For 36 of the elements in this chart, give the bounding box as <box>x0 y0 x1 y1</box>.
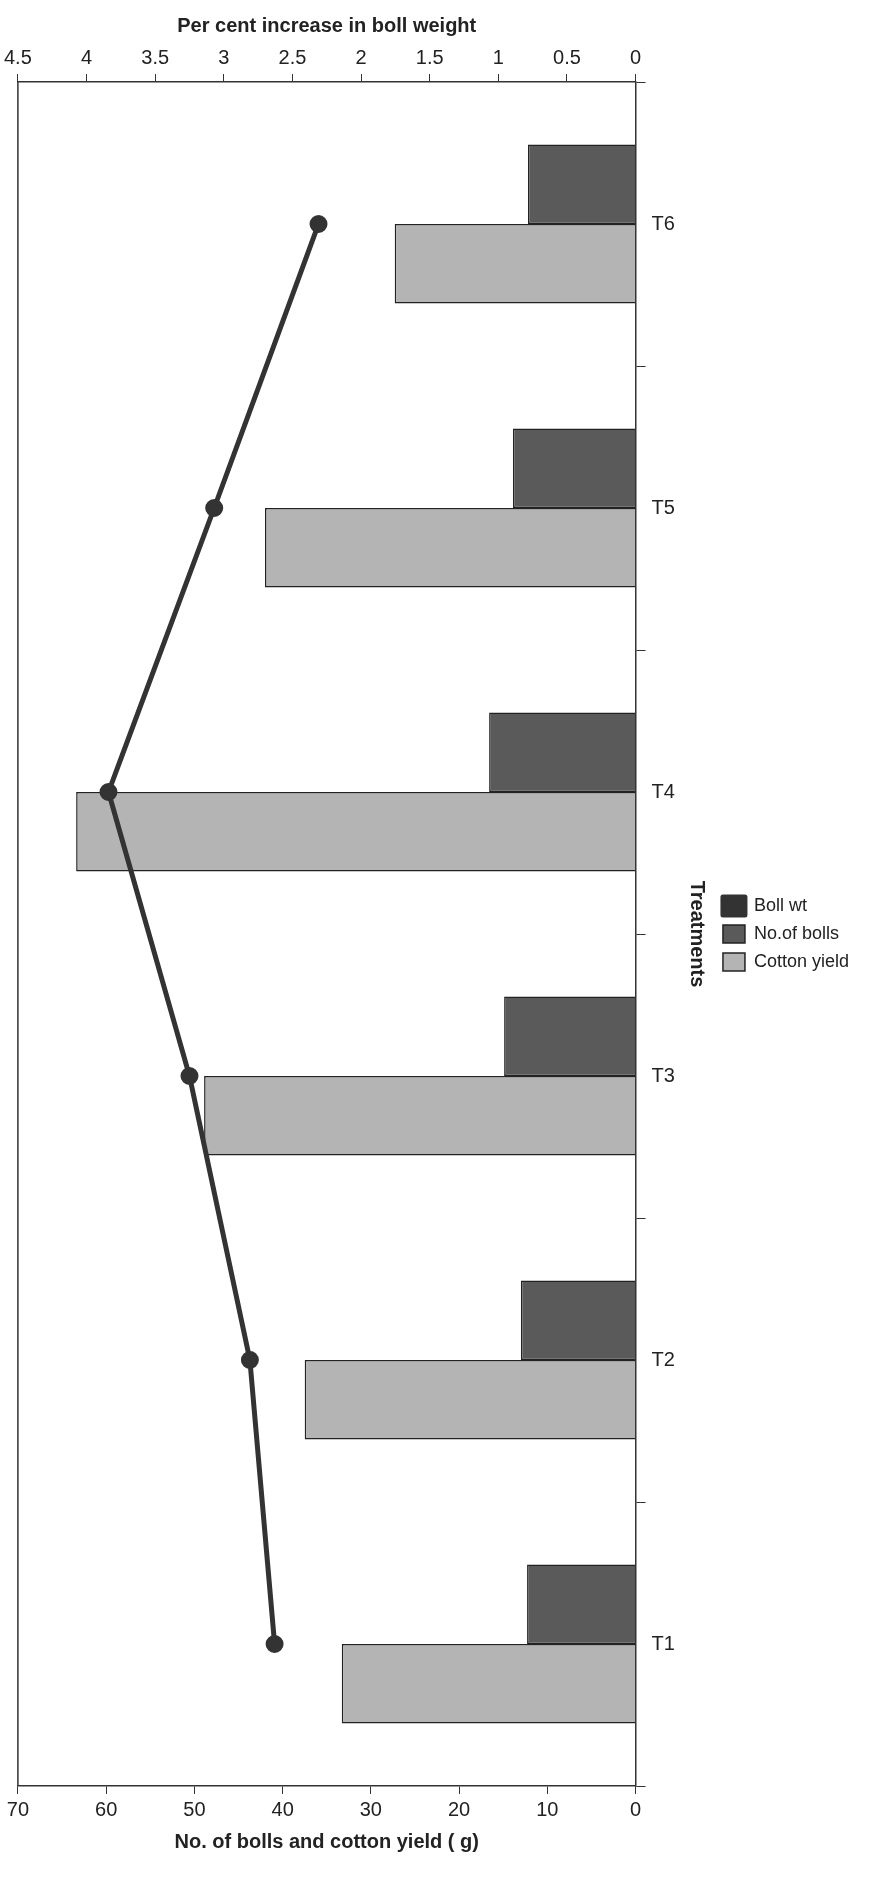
x2-tick-label: 4 <box>80 45 93 68</box>
x2-tick-label: 1 <box>492 45 504 68</box>
y-axis-title: Treatments <box>687 880 710 988</box>
point <box>205 499 224 517</box>
y-tick-label: T4 <box>651 779 675 802</box>
x-tick-label: 70 <box>6 1797 30 1820</box>
x2-tick-label: 4.5 <box>4 45 32 68</box>
x-tick-label: 50 <box>183 1797 206 1820</box>
x2-tick-label: 2 <box>355 45 367 68</box>
point <box>99 783 118 801</box>
y-tick-label: T2 <box>651 1347 675 1370</box>
x2-tick-label: 1.5 <box>415 45 444 68</box>
x-tick-label: 60 <box>95 1797 118 1820</box>
point <box>265 1635 284 1653</box>
x-tick-label: 10 <box>536 1797 559 1820</box>
x-tick-label: 20 <box>447 1797 471 1820</box>
y-tick-label: T6 <box>651 211 675 234</box>
x2-tick-label: 0 <box>630 45 642 68</box>
point <box>180 1067 199 1085</box>
x2-tick-label: 3.5 <box>141 45 170 68</box>
legend-label: Boll wt <box>753 894 807 915</box>
x-axis-title: No. of bolls and cotton yield ( g) <box>174 1829 479 1852</box>
x2-tick-label: 3 <box>218 45 230 68</box>
x-tick-label: 40 <box>271 1797 294 1820</box>
x2-tick-label: 2.5 <box>278 45 307 68</box>
y-tick-label: T5 <box>651 495 675 518</box>
x2-tick-label: 0.5 <box>553 45 581 68</box>
legend-label: Cotton yield <box>753 950 850 971</box>
x-tick-label: 0 <box>630 1797 642 1820</box>
legend-label: No.of bolls <box>753 922 839 943</box>
point <box>240 1351 259 1369</box>
point <box>309 215 328 233</box>
y-tick-label: T1 <box>651 1631 675 1654</box>
x-tick-label: 30 <box>359 1797 382 1820</box>
y-tick-label: T3 <box>651 1063 675 1086</box>
x2-axis-title: Per cent increase in boll weight <box>177 13 477 36</box>
